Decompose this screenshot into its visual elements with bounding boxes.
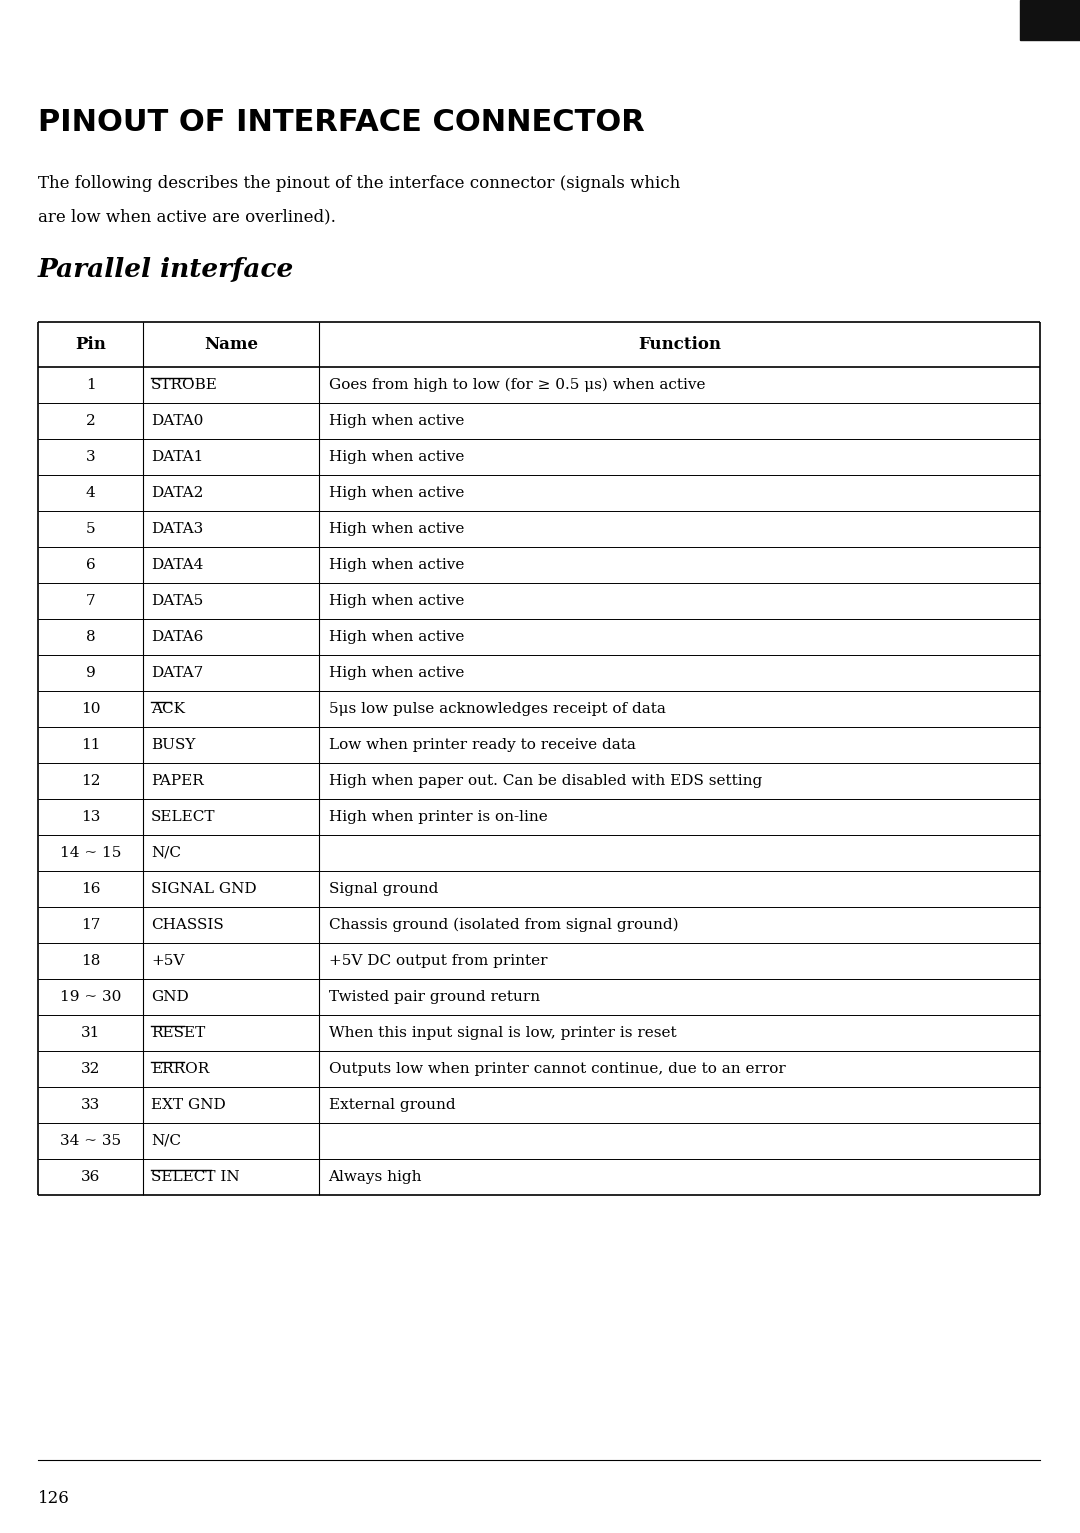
Text: 16: 16 (81, 881, 100, 895)
Text: Low when printer ready to receive data: Low when printer ready to receive data (328, 737, 635, 753)
Text: +5V DC output from printer: +5V DC output from printer (328, 954, 548, 967)
Text: High when active: High when active (328, 523, 464, 537)
Text: N/C: N/C (151, 846, 181, 860)
Text: are low when active are overlined).: are low when active are overlined). (38, 208, 336, 225)
Text: DATA5: DATA5 (151, 593, 203, 609)
Text: DATA4: DATA4 (151, 558, 204, 572)
Text: Always high: Always high (328, 1170, 422, 1183)
Text: 3: 3 (85, 451, 95, 464)
Text: STROBE: STROBE (151, 379, 218, 392)
Text: High when active: High when active (328, 665, 464, 681)
Text: 36: 36 (81, 1170, 100, 1183)
Text: When this input signal is low, printer is reset: When this input signal is low, printer i… (328, 1026, 676, 1039)
Text: 12: 12 (81, 774, 100, 788)
Text: 6: 6 (85, 558, 95, 572)
Text: High when active: High when active (328, 451, 464, 464)
Text: Parallel interface: Parallel interface (38, 258, 294, 282)
Text: 10: 10 (81, 702, 100, 716)
Text: The following describes the pinout of the interface connector (signals which: The following describes the pinout of th… (38, 175, 680, 192)
Text: 5: 5 (85, 523, 95, 537)
Text: DATA0: DATA0 (151, 414, 204, 428)
Text: RESET: RESET (151, 1026, 205, 1039)
Text: 2: 2 (85, 414, 95, 428)
Text: SELECT: SELECT (151, 809, 216, 825)
Text: Chassis ground (isolated from signal ground): Chassis ground (isolated from signal gro… (328, 918, 678, 932)
Text: Pin: Pin (76, 336, 106, 353)
Text: GND: GND (151, 990, 189, 1004)
Text: High when active: High when active (328, 414, 464, 428)
Text: PAPER: PAPER (151, 774, 204, 788)
Text: 126: 126 (38, 1490, 70, 1507)
Text: 9: 9 (85, 665, 95, 681)
Text: +5V: +5V (151, 954, 185, 967)
Text: DATA7: DATA7 (151, 665, 203, 681)
Text: 19 ~ 30: 19 ~ 30 (59, 990, 121, 1004)
Text: 13: 13 (81, 809, 100, 825)
Text: 31: 31 (81, 1026, 100, 1039)
Text: DATA3: DATA3 (151, 523, 203, 537)
Text: 1: 1 (85, 379, 95, 392)
Text: High when printer is on-line: High when printer is on-line (328, 809, 548, 825)
Text: High when active: High when active (328, 558, 464, 572)
Text: High when active: High when active (328, 630, 464, 644)
Text: EXT GND: EXT GND (151, 1098, 226, 1111)
Text: CHASSIS: CHASSIS (151, 918, 224, 932)
Text: SELECT IN: SELECT IN (151, 1170, 240, 1183)
Text: 17: 17 (81, 918, 100, 932)
Text: External ground: External ground (328, 1098, 455, 1111)
Text: ACK: ACK (151, 702, 185, 716)
Text: ERROR: ERROR (151, 1062, 210, 1076)
Text: Outputs low when printer cannot continue, due to an error: Outputs low when printer cannot continue… (328, 1062, 785, 1076)
Text: 8: 8 (85, 630, 95, 644)
Text: 5μs low pulse acknowledges receipt of data: 5μs low pulse acknowledges receipt of da… (328, 702, 665, 716)
Text: Twisted pair ground return: Twisted pair ground return (328, 990, 540, 1004)
Text: SIGNAL GND: SIGNAL GND (151, 881, 257, 895)
Text: 34 ~ 35: 34 ~ 35 (60, 1134, 121, 1148)
Text: DATA6: DATA6 (151, 630, 204, 644)
Text: 32: 32 (81, 1062, 100, 1076)
Text: 33: 33 (81, 1098, 100, 1111)
Text: PINOUT OF INTERFACE CONNECTOR: PINOUT OF INTERFACE CONNECTOR (38, 107, 645, 136)
Text: High when active: High when active (328, 486, 464, 500)
Text: 14 ~ 15: 14 ~ 15 (59, 846, 121, 860)
Text: Name: Name (204, 336, 258, 353)
Text: BUSY: BUSY (151, 737, 195, 753)
Text: Function: Function (638, 336, 720, 353)
Text: Signal ground: Signal ground (328, 881, 437, 895)
Text: High when paper out. Can be disabled with EDS setting: High when paper out. Can be disabled wit… (328, 774, 761, 788)
Text: Goes from high to low (for ≥ 0.5 μs) when active: Goes from high to low (for ≥ 0.5 μs) whe… (328, 377, 705, 392)
Text: 4: 4 (85, 486, 95, 500)
Text: DATA2: DATA2 (151, 486, 204, 500)
Text: N/C: N/C (151, 1134, 181, 1148)
Text: 11: 11 (81, 737, 100, 753)
Text: 7: 7 (85, 593, 95, 609)
Text: High when active: High when active (328, 593, 464, 609)
Text: 18: 18 (81, 954, 100, 967)
Bar (1020, 0, 1080, 40)
Text: DATA1: DATA1 (151, 451, 204, 464)
